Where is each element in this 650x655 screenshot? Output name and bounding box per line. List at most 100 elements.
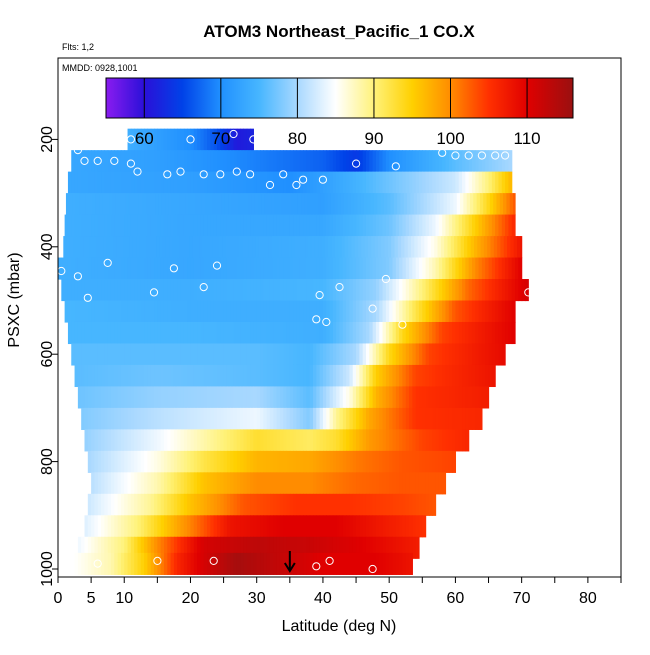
heatmap-cell: [319, 515, 324, 538]
heatmap-cell: [150, 279, 155, 302]
sample-point: [163, 170, 172, 179]
heatmap-cell: [216, 493, 221, 516]
heatmap-cell: [200, 321, 205, 345]
heatmap-cell: [289, 407, 294, 430]
heatmap-cell: [169, 236, 174, 259]
heatmap-cell: [467, 236, 472, 259]
heatmap-cell: [362, 150, 367, 173]
heatmap-cell: [428, 364, 433, 388]
heatmap-cell: [253, 407, 258, 430]
heatmap-cell: [167, 515, 172, 538]
heatmap-cell: [478, 214, 483, 237]
heatmap-cell: [412, 257, 417, 280]
heatmap-cell: [296, 343, 301, 366]
heatmap-cell: [316, 515, 321, 538]
heatmap-cell: [253, 386, 258, 409]
heatmap-cell: [326, 515, 331, 538]
heatmap-cell: [236, 300, 241, 323]
heatmap-cell: [456, 193, 461, 216]
heatmap-cell: [405, 472, 410, 495]
heatmap-cell: [322, 536, 327, 559]
heatmap-cell: [210, 257, 215, 280]
heatmap-cell: [296, 279, 301, 302]
heatmap-cell: [222, 236, 227, 259]
sample-point: [199, 170, 208, 179]
heatmap-cell: [253, 279, 258, 302]
heatmap-cell: [126, 236, 131, 259]
heatmap-cell: [379, 493, 384, 516]
heatmap-cell: [365, 429, 370, 452]
heatmap-cell: [214, 193, 219, 216]
colorbar-ticks: 60 70 80 90 100 110: [135, 78, 541, 148]
heatmap-cell: [468, 279, 473, 302]
heatmap-cell: [326, 450, 331, 473]
sample-point: [292, 180, 301, 190]
heatmap-cell: [273, 429, 278, 452]
heatmap-cell: [293, 472, 298, 495]
heatmap-cell: [243, 171, 248, 194]
heatmap-cell: [130, 150, 135, 173]
heatmap-cell: [173, 150, 178, 173]
heatmap-cell: [382, 214, 387, 237]
heatmap-cell: [170, 279, 175, 302]
heatmap-cell: [160, 364, 165, 388]
heatmap-cell: [101, 386, 105, 409]
heatmap-cell: [313, 321, 317, 345]
heatmap-cell: [393, 193, 398, 216]
heatmap-cell: [201, 193, 206, 216]
heatmap-cell: [203, 128, 208, 151]
heatmap-cell: [226, 300, 231, 323]
heatmap-cell: [505, 321, 509, 345]
heatmap-cell: [94, 321, 99, 345]
heatmap-cell: [357, 193, 362, 216]
heatmap-cell: [478, 386, 483, 409]
heatmap-cell: [159, 236, 164, 259]
heatmap-cell: [422, 386, 427, 409]
heatmap-cell: [160, 171, 165, 194]
sample-point: [381, 274, 390, 284]
heatmap-cell: [435, 343, 440, 366]
heatmap-cell: [210, 343, 215, 366]
heatmap-cell: [240, 257, 245, 280]
heatmap-cell: [319, 429, 324, 452]
heatmap-cell: [462, 386, 466, 409]
heatmap-cell: [74, 150, 79, 173]
heatmap-cell: [422, 343, 427, 366]
heatmap-cell: [329, 343, 334, 366]
heatmap-cell: [127, 536, 132, 559]
heatmap-cell: [180, 472, 185, 495]
heatmap-cell: [485, 364, 490, 388]
heatmap-cell: [362, 257, 367, 280]
heatmap-cell: [289, 150, 294, 173]
heatmap-cell: [266, 515, 271, 538]
heatmap-cell: [432, 343, 437, 366]
heatmap-cell: [342, 493, 347, 516]
heatmap-cell: [289, 171, 294, 194]
heatmap-cell: [144, 343, 149, 366]
heatmap-cell: [372, 515, 377, 538]
heatmap-cell: [309, 472, 314, 495]
heatmap-cell: [226, 450, 231, 473]
heatmap-cell: [336, 386, 341, 409]
heatmap-cell: [399, 150, 404, 173]
heatmap-cell: [395, 536, 400, 559]
heatmap-cell: [137, 536, 142, 559]
heatmap-cell: [150, 321, 155, 345]
heatmap-cell: [200, 429, 205, 452]
heatmap-cell: [266, 150, 271, 173]
heatmap-cell: [97, 407, 102, 430]
heatmap-cell: [339, 150, 344, 173]
heatmap-cell: [402, 343, 407, 366]
heatmap-cell: [240, 552, 245, 575]
heatmap-cell: [387, 236, 392, 259]
sample-point: [153, 556, 162, 566]
heatmap-cell: [465, 321, 470, 345]
heatmap-cell: [170, 343, 175, 366]
heatmap-cell: [130, 257, 135, 280]
heatmap-cell: [524, 279, 529, 302]
heatmap-cell: [246, 300, 251, 323]
heatmap-cell: [418, 214, 423, 237]
heatmap-cell: [438, 407, 443, 430]
heatmap-cell: [253, 321, 258, 345]
heatmap-cell: [319, 407, 324, 430]
